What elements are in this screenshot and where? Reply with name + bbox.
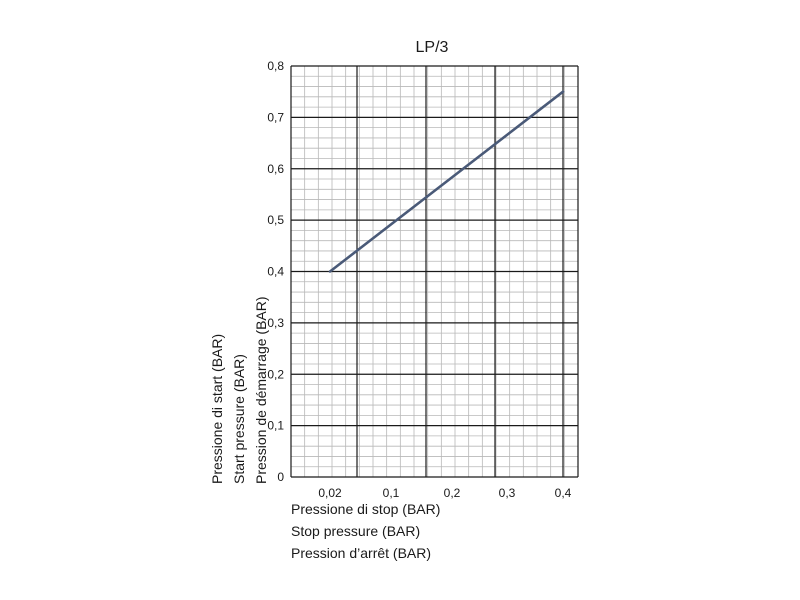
x-tick-label: 0,3 [499, 486, 516, 500]
x-tick-label: 0,2 [444, 486, 461, 500]
x-tick-label: 0,02 [318, 486, 342, 500]
x-axis-label-line: Pression d’arrêt (BAR) [291, 545, 431, 561]
y-tick-label: 0,2 [267, 367, 284, 381]
series-layer [328, 90, 565, 273]
y-axis-label-line: Pression de démarrage (BAR) [253, 296, 269, 484]
y-tick-label: 0,1 [267, 419, 284, 433]
y-tick-labels: 0 0,1 0,2 0,3 0,4 0,5 0,6 0,7 0,8 [267, 59, 284, 484]
y-tick-label: 0,7 [267, 110, 284, 124]
series-line [328, 90, 565, 273]
x-tick-labels: 0,02 0,1 0,2 0,3 0,4 [318, 486, 571, 500]
y-tick-label: 0,4 [267, 265, 284, 279]
y-tick-label: 0,8 [267, 59, 284, 73]
x-axis-label-line: Stop pressure (BAR) [291, 523, 420, 539]
x-axis-label-line: Pressione di stop (BAR) [291, 501, 440, 517]
y-axis-label: Pressione di start (BAR) Start pressure (… [209, 296, 269, 484]
y-tick-label: 0,6 [267, 162, 284, 176]
y-axis-label-line: Start pressure (BAR) [231, 354, 247, 484]
chart-title: LP/3 [416, 39, 449, 56]
y-axis-label-line: Pressione di start (BAR) [209, 334, 225, 484]
x-tick-label: 0,1 [383, 486, 400, 500]
y-tick-label: 0 [277, 470, 284, 484]
y-tick-label: 0,3 [267, 316, 284, 330]
x-tick-label: 0,4 [555, 486, 572, 500]
x-axis-label: Pressione di stop (BAR) Stop pressure (BA… [291, 501, 440, 561]
y-tick-label: 0,5 [267, 213, 284, 227]
